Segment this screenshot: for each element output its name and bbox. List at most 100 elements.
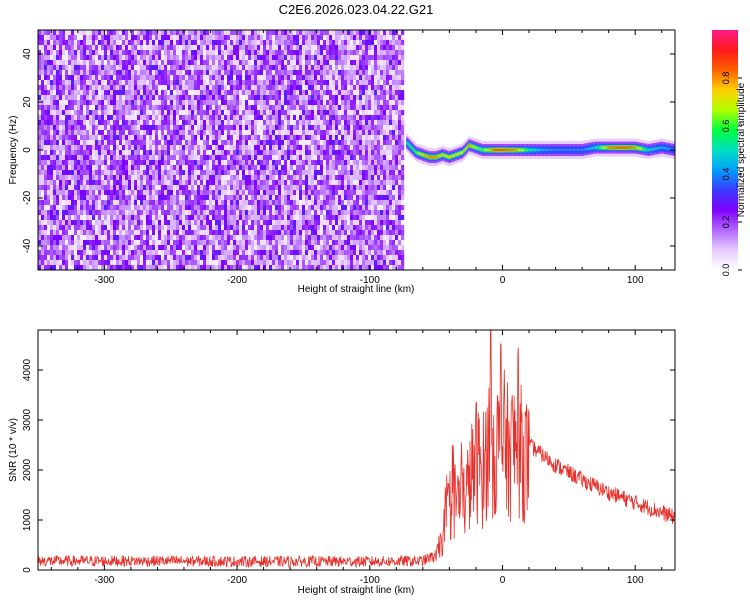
heatmap-cell — [209, 130, 213, 136]
heatmap-cell — [308, 75, 312, 81]
heatmap-cell — [338, 215, 342, 221]
heatmap-cell — [71, 135, 75, 141]
heatmap-cell — [188, 130, 192, 136]
heatmap-cell — [140, 135, 144, 141]
heatmap-cell — [173, 150, 177, 156]
heatmap-cell — [332, 40, 336, 46]
heatmap-cell — [95, 155, 99, 161]
heatmap-cell — [212, 240, 216, 246]
heatmap-cell — [287, 40, 291, 46]
heatmap-cell — [83, 115, 87, 121]
heatmap-cell — [242, 265, 246, 270]
heatmap-cell — [254, 115, 258, 121]
heatmap-cell — [290, 55, 294, 61]
heatmap-cell — [278, 210, 282, 216]
heatmap-cell — [299, 120, 303, 126]
heatmap-cell — [104, 180, 108, 186]
heatmap-cell — [176, 40, 180, 46]
heatmap-cell — [269, 180, 273, 186]
heatmap-cell — [119, 40, 123, 46]
heatmap-cell — [260, 245, 264, 251]
heatmap-cell — [266, 175, 270, 181]
heatmap-cell — [275, 120, 279, 126]
heatmap-cell — [167, 165, 171, 171]
heatmap-cell — [269, 225, 273, 231]
heatmap-cell — [122, 265, 126, 270]
heatmap-cell — [212, 100, 216, 106]
heatmap-cell — [44, 265, 48, 270]
heatmap-cell — [251, 65, 255, 71]
heatmap-cell — [101, 210, 105, 216]
heatmap-cell — [71, 250, 75, 256]
heatmap-cell — [53, 100, 57, 106]
heatmap-cell — [197, 225, 201, 231]
heatmap-cell — [326, 45, 330, 51]
heatmap-cell — [77, 145, 81, 151]
heatmap-cell — [53, 205, 57, 211]
heatmap-cell — [83, 175, 87, 181]
heatmap-cell — [86, 125, 90, 131]
heatmap-cell — [173, 255, 177, 261]
heatmap-cell — [200, 85, 204, 91]
heatmap-cell — [176, 130, 180, 136]
heatmap-cell — [260, 210, 264, 216]
heatmap-cell — [98, 200, 102, 206]
heatmap-cell — [56, 75, 60, 81]
heatmap-cell — [242, 205, 246, 211]
heatmap-cell — [125, 80, 129, 86]
heatmap-cell — [320, 75, 324, 81]
heatmap-cell — [98, 130, 102, 136]
heatmap-cell — [314, 260, 318, 266]
heatmap-cell — [215, 225, 219, 231]
heatmap-cell — [83, 240, 87, 246]
heatmap-cell — [215, 120, 219, 126]
heatmap-cell — [344, 90, 348, 96]
heatmap-cell — [344, 265, 348, 270]
heatmap-cell — [206, 230, 210, 236]
heatmap-cell — [98, 195, 102, 201]
heatmap-cell — [164, 65, 168, 71]
heatmap-cell — [347, 225, 351, 231]
heatmap-cell — [134, 235, 138, 241]
heatmap-cell — [47, 150, 51, 156]
heatmap-cell — [314, 245, 318, 251]
heatmap-cell — [167, 75, 171, 81]
heatmap-cell — [293, 70, 297, 76]
heatmap-cell — [221, 50, 225, 56]
heatmap-cell — [260, 55, 264, 61]
heatmap-cell — [98, 165, 102, 171]
heatmap-cell — [287, 85, 291, 91]
heatmap-cell — [44, 200, 48, 206]
heatmap-cell — [98, 175, 102, 181]
heatmap-cell — [77, 70, 81, 76]
heatmap-cell — [260, 80, 264, 86]
heatmap-cell — [59, 175, 63, 181]
heatmap-cell — [203, 95, 207, 101]
heatmap-cell — [242, 110, 246, 116]
heatmap-cell — [173, 90, 177, 96]
heatmap-cell — [305, 180, 309, 186]
heatmap-cell — [95, 255, 99, 261]
heatmap-cell — [218, 130, 222, 136]
heatmap-cell — [257, 135, 261, 141]
heatmap-cell — [212, 35, 216, 41]
heatmap-cell — [269, 140, 273, 146]
heatmap-cell — [233, 30, 237, 36]
heatmap-cell — [161, 265, 165, 270]
heatmap-cell — [275, 35, 279, 41]
heatmap-cell — [47, 50, 51, 56]
heatmap-cell — [200, 255, 204, 261]
heatmap-cell — [62, 70, 66, 76]
heatmap-cell — [122, 195, 126, 201]
heatmap-cell — [338, 135, 342, 141]
heatmap-cell — [251, 220, 255, 226]
heatmap-cell — [149, 200, 153, 206]
heatmap-cell — [308, 240, 312, 246]
heatmap-cell — [221, 255, 225, 261]
heatmap-cell — [125, 125, 129, 131]
heatmap-cell — [155, 40, 159, 46]
heatmap-cell — [302, 220, 306, 226]
heatmap-cell — [302, 50, 306, 56]
heatmap-cell — [113, 220, 117, 226]
heatmap-cell — [86, 70, 90, 76]
